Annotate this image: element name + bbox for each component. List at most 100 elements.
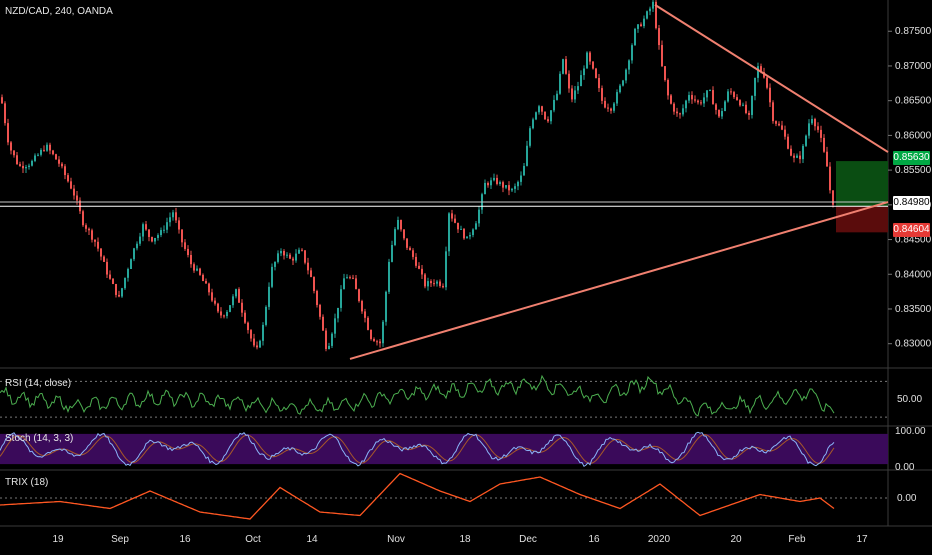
candle-body xyxy=(346,277,348,279)
candle-body xyxy=(607,107,609,109)
candle-body xyxy=(208,283,210,293)
candle-body xyxy=(229,305,231,312)
candle-body xyxy=(193,264,195,271)
candle-body xyxy=(679,113,681,115)
candle-body xyxy=(796,155,798,158)
candle-body xyxy=(421,268,423,275)
time-tick-label: Oct xyxy=(245,534,261,545)
candle-body xyxy=(472,229,474,236)
candle-body xyxy=(514,186,516,189)
candle-body xyxy=(580,75,582,87)
candle-body xyxy=(682,108,684,115)
candle-body xyxy=(544,111,546,120)
candle-body xyxy=(175,212,177,221)
candle-body xyxy=(178,220,180,230)
candle-body xyxy=(271,266,273,287)
candle-body xyxy=(595,68,597,78)
candle-body xyxy=(154,237,156,242)
candle-body xyxy=(217,303,219,312)
candle-body xyxy=(16,155,18,165)
candle-body xyxy=(709,90,711,92)
candle-body xyxy=(475,223,477,230)
candle-body xyxy=(277,253,279,262)
candle-body xyxy=(451,213,453,219)
candle-body xyxy=(790,148,792,156)
candle-body xyxy=(70,181,72,189)
candle-body xyxy=(274,261,276,267)
candle-body xyxy=(529,128,531,146)
candle-body xyxy=(727,91,729,102)
candle-body xyxy=(52,150,54,155)
candle-body xyxy=(298,249,300,254)
price-tick-label: 0.84000 xyxy=(895,269,932,280)
trix-tick-label: 0.00 xyxy=(897,493,917,504)
candle-body xyxy=(499,182,501,184)
price-tick-label: 0.87000 xyxy=(895,61,932,72)
time-tick-label: 19 xyxy=(52,534,64,545)
candle-body xyxy=(811,118,813,124)
stoch-tick-label: 0.00 xyxy=(895,462,915,473)
candle-body xyxy=(367,317,369,330)
candle-body xyxy=(565,59,567,74)
candle-body xyxy=(115,284,117,295)
candle-body xyxy=(34,155,36,161)
candle-body xyxy=(748,112,750,115)
time-tick-label: 20 xyxy=(730,534,742,545)
candle-body xyxy=(646,11,648,19)
candle-body xyxy=(778,123,780,126)
candle-body xyxy=(463,228,465,239)
candle-body xyxy=(82,211,84,226)
candle-body xyxy=(619,85,621,93)
stoch-band-fill xyxy=(0,433,888,465)
candle-body xyxy=(358,289,360,302)
candle-body xyxy=(625,69,627,81)
candle-body xyxy=(4,103,6,124)
candle-body xyxy=(40,149,42,155)
candle-body xyxy=(190,254,192,265)
candle-body xyxy=(109,274,111,279)
candle-body xyxy=(640,24,642,27)
candle-body xyxy=(715,104,717,110)
candle-body xyxy=(769,87,771,103)
candle-body xyxy=(547,119,549,122)
candle-body xyxy=(160,230,162,236)
candle-body xyxy=(724,101,726,112)
candle-body xyxy=(409,247,411,251)
candle-body xyxy=(574,90,576,100)
candle-body xyxy=(379,341,381,344)
candle-body xyxy=(736,97,738,101)
candle-body xyxy=(13,150,15,156)
candle-body xyxy=(91,230,93,240)
candle-body xyxy=(262,324,264,341)
ascending-trendline xyxy=(349,201,889,360)
candle-body xyxy=(556,93,558,100)
candle-body xyxy=(526,145,528,166)
candle-body xyxy=(49,144,51,151)
candle-body xyxy=(268,286,270,307)
candle-body xyxy=(295,253,297,261)
time-tick-label: 2020 xyxy=(648,534,671,545)
candle-body xyxy=(754,77,756,96)
candle-body xyxy=(523,165,525,176)
candle-body xyxy=(256,345,258,348)
trix-title: TRIX (18) xyxy=(5,477,49,488)
candle-body xyxy=(376,341,378,343)
candle-body xyxy=(772,102,774,122)
candle-body xyxy=(64,166,66,176)
candle-body xyxy=(223,315,225,317)
candle-body xyxy=(349,277,351,279)
candle-body xyxy=(799,155,801,160)
candle-body xyxy=(706,90,708,98)
candle-body xyxy=(670,95,672,104)
candle-body xyxy=(127,269,129,278)
candle-body xyxy=(634,28,636,46)
candle-body xyxy=(832,190,834,205)
price-tick-label: 0.85500 xyxy=(895,165,932,176)
candle-body xyxy=(139,236,141,244)
candle-body xyxy=(7,123,9,143)
candle-body xyxy=(733,92,735,98)
descending-trendline xyxy=(654,4,889,153)
candle-body xyxy=(136,243,138,249)
